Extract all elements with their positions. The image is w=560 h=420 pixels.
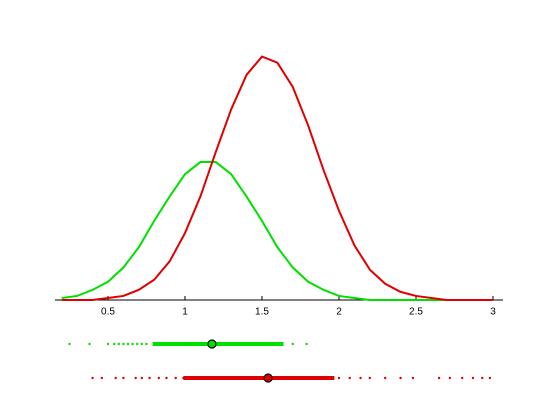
rug-point (359, 376, 362, 380)
rug-point (91, 376, 94, 380)
rug-point (131, 342, 134, 346)
rug-point (148, 376, 151, 380)
x-tick-label: 1.5 (255, 307, 269, 318)
rug-point (114, 376, 117, 380)
rug-point (460, 376, 464, 380)
rug-point (399, 376, 402, 380)
rug-point (411, 376, 415, 380)
rug-point (126, 342, 130, 346)
rug-point (122, 342, 125, 346)
rug-point (100, 376, 104, 380)
rug-point (140, 342, 144, 346)
rug-point (136, 342, 139, 346)
rug-point (488, 376, 492, 380)
rug-point (117, 342, 120, 346)
rug-point (122, 376, 125, 380)
x-tick-label: 2.5 (409, 307, 423, 318)
x-tick-label: 2 (336, 307, 342, 318)
rug-point (157, 376, 160, 380)
rug-point (140, 376, 144, 380)
rug-point (337, 376, 341, 380)
rug-point (471, 376, 475, 380)
rug-point (448, 376, 452, 380)
density-curve (61, 161, 493, 301)
rug-point (165, 376, 168, 380)
rug-point (106, 342, 110, 346)
rug-point (112, 342, 116, 346)
density-curve (61, 55, 493, 301)
rug-point (88, 342, 91, 346)
rug-point (481, 376, 484, 380)
rug-point (134, 376, 137, 380)
x-tick-label: 1 (182, 307, 188, 318)
rug-point (291, 342, 294, 346)
x-tick-label: 3 (490, 307, 496, 318)
rug-point (383, 376, 387, 380)
rug-point (145, 342, 148, 346)
rug-point (437, 376, 441, 380)
rug-point (174, 376, 177, 380)
mean-point (207, 339, 217, 349)
mean-point (263, 373, 273, 383)
rug-point (68, 342, 71, 346)
rug-point (348, 376, 351, 380)
rug-point (305, 342, 308, 346)
rug-point (368, 376, 371, 380)
x-tick-label: 0.5 (101, 307, 115, 318)
